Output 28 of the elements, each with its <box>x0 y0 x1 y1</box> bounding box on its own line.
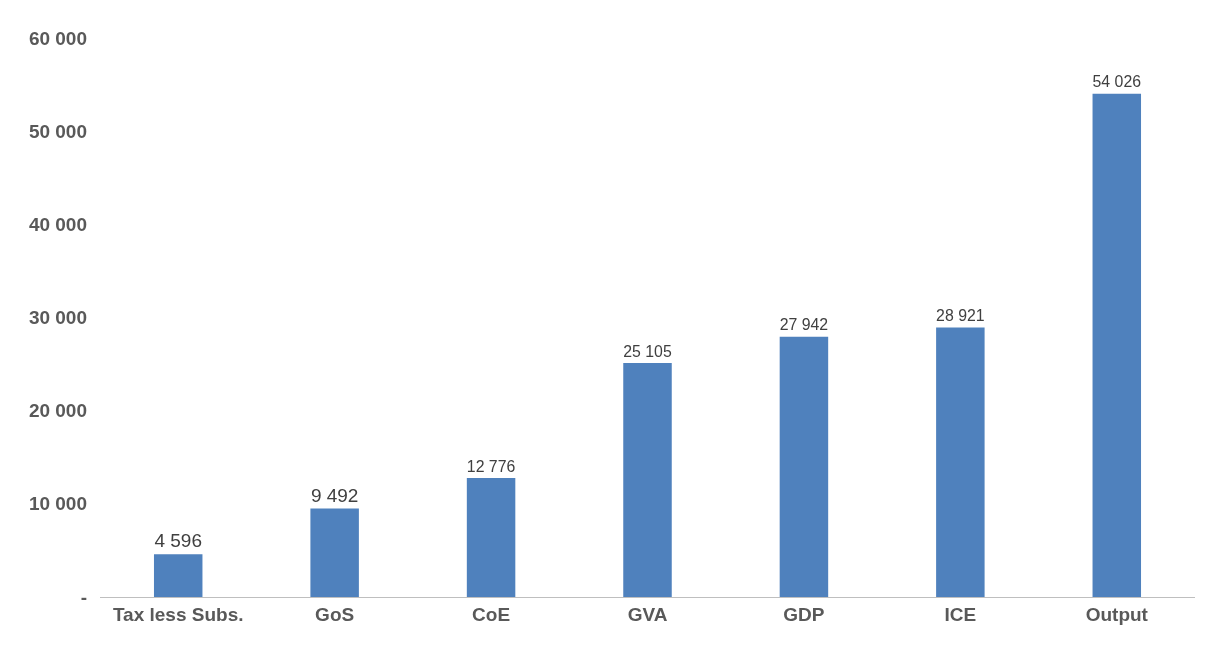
y-tick-label: 30 000 <box>28 307 87 329</box>
x-tick-label: GVA <box>627 603 668 625</box>
data-label: 9 492 <box>310 484 359 506</box>
data-label: 27 942 <box>779 316 829 334</box>
data-label: 25 105 <box>623 342 672 360</box>
data-label: 12 776 <box>466 457 516 475</box>
bar <box>466 477 516 597</box>
bar <box>153 554 203 597</box>
bar <box>1092 93 1142 597</box>
y-tick-label: 60 000 <box>28 27 87 49</box>
bar <box>310 508 359 597</box>
y-tick-label: 50 000 <box>28 120 87 142</box>
y-tick-label: 10 000 <box>28 493 87 515</box>
x-tick-label: GoS <box>315 603 355 625</box>
bar <box>936 327 985 597</box>
bar <box>779 336 829 597</box>
x-tick-label: CoE <box>472 603 511 625</box>
x-tick-label: Output <box>1085 603 1149 625</box>
data-label: 4 596 <box>154 530 202 552</box>
x-tick-label: ICE <box>944 603 977 625</box>
x-tick-label: Tax less Subs. <box>112 603 244 625</box>
data-label: 54 026 <box>1092 73 1142 91</box>
y-tick-label: 20 000 <box>28 400 87 422</box>
y-tick-label: 40 000 <box>28 213 87 235</box>
x-tick-label: GDP <box>783 603 825 625</box>
data-label: 28 921 <box>936 307 985 325</box>
y-tick-label: - <box>80 586 87 608</box>
bar <box>623 363 672 597</box>
